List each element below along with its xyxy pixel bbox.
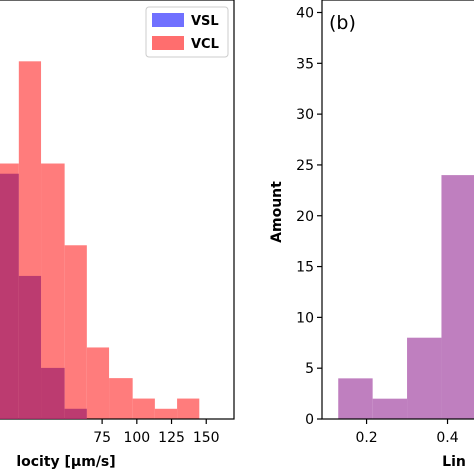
vsl-bar-3 <box>64 408 87 419</box>
chart-panel-a: 75 100 125 150 locity [μm/s] VSL VCL <box>0 0 235 470</box>
x-tick-label-b-0: 0.2 <box>355 430 377 446</box>
legend-swatch-vsl <box>152 13 184 27</box>
y-tick-label-b-5: 25 <box>296 158 314 174</box>
vsl-bar-0 <box>0 173 19 419</box>
vcl-bar-7 <box>154 408 178 419</box>
vsl-bars <box>0 173 87 419</box>
y-tick-label-b-2: 10 <box>296 310 314 326</box>
vsl-bar-1 <box>18 275 42 419</box>
y-ticks-b: 0 5 10 15 20 25 30 35 40 <box>296 6 322 428</box>
legend-swatch-vcl <box>152 36 184 50</box>
lin-bar-1 <box>372 398 408 419</box>
y-tick-label-b-6: 30 <box>296 107 314 123</box>
axes-frame-b <box>321 0 474 420</box>
y-tick-label-b-0: 0 <box>305 412 314 428</box>
vcl-bar-8 <box>177 398 200 419</box>
vcl-bar-3 <box>64 245 87 419</box>
y-tick-label-b-7: 35 <box>296 56 314 72</box>
legend-label-vcl: VCL <box>191 37 219 52</box>
legend-label-vsl: VSL <box>191 14 219 29</box>
lin-bar-0 <box>338 378 373 419</box>
axes-frame-a <box>0 0 235 420</box>
x-tick-label-b-1: 0.4 <box>436 430 458 446</box>
legend: VSL VCL <box>145 6 229 58</box>
vsl-bar-2 <box>41 367 65 419</box>
x-axis-label-a: locity [μm/s] <box>16 454 115 470</box>
vcl-bar-4 <box>86 347 110 419</box>
x-ticks-b: 0.2 0.4 <box>355 419 459 446</box>
lin-bar-3 <box>441 175 474 419</box>
y-tick-label-b-4: 20 <box>296 209 314 225</box>
x-tick-label-a-2: 125 <box>158 430 185 446</box>
vcl-bar-5 <box>109 378 133 419</box>
lin-bars <box>338 175 474 419</box>
y-tick-label-b-3: 15 <box>296 260 314 276</box>
x-axis-label-b: Lin <box>442 454 466 470</box>
chart-panel-b: 0.2 0.4 0 5 10 15 20 25 30 35 40 Lin Amount (b) <box>269 0 474 470</box>
lin-bar-2 <box>407 337 442 419</box>
x-tick-label-a-1: 100 <box>123 430 150 446</box>
vcl-bar-6 <box>132 398 155 419</box>
vcl-bar-2 <box>41 163 65 419</box>
y-tick-label-b-1: 5 <box>305 361 314 377</box>
panel-label-b: (b) <box>329 12 356 34</box>
y-axis-label-b: Amount <box>269 181 285 243</box>
x-ticks-a: 75 100 125 150 <box>93 419 220 446</box>
x-tick-label-a-3: 150 <box>193 430 220 446</box>
x-tick-label-a-0: 75 <box>93 430 111 446</box>
y-tick-label-b-8: 40 <box>296 6 314 22</box>
